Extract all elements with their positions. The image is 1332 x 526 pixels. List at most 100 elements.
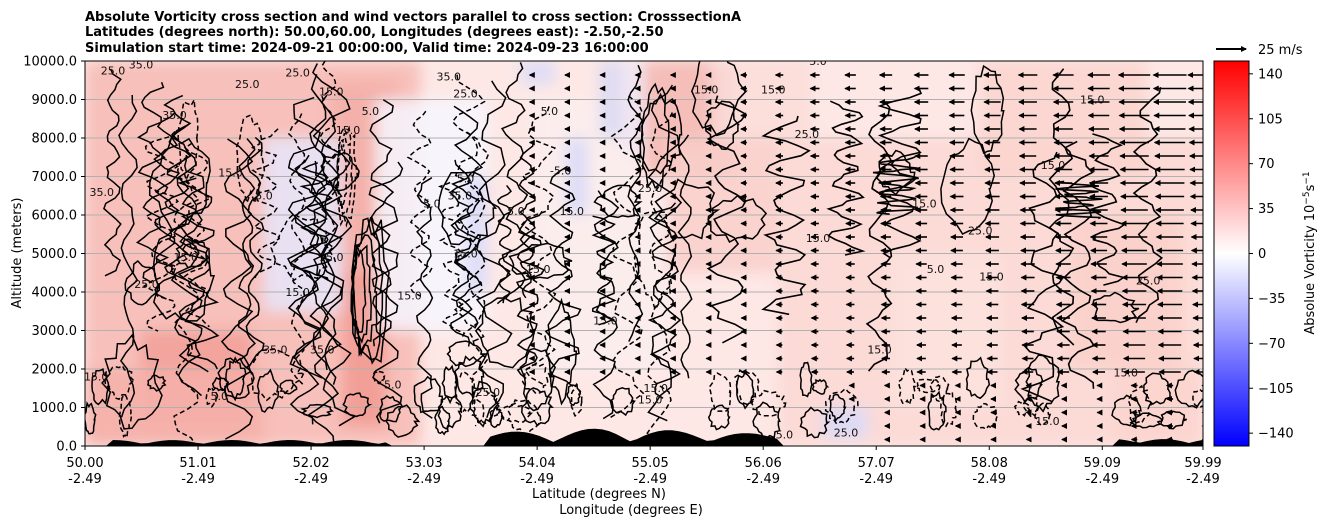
colorbar-tick-label: −105 <box>1258 382 1294 397</box>
contour-label: 25.0 <box>453 88 478 101</box>
contour-label: 15.0 <box>1080 93 1105 106</box>
contour-label: 25.0 <box>134 278 159 291</box>
contour-label: 15.0 <box>397 290 422 303</box>
x-tick-label-latitude: 56.06 <box>745 456 782 471</box>
x-tick-label-latitude: 58.08 <box>971 456 1008 471</box>
contour-label: 15.0 <box>761 84 786 97</box>
contour-label: 5.0 <box>384 378 402 391</box>
x-tick-label-latitude: 55.05 <box>632 456 669 471</box>
quiver-key: 25 m/s <box>1216 43 1303 58</box>
contour-label: 5.0 <box>457 172 475 185</box>
contour-label: -5.0 <box>550 165 571 178</box>
contour-label: 35.0 <box>436 70 461 83</box>
contour-label: 5.0 <box>423 197 441 210</box>
y-tick-label: 6000.0 <box>32 209 78 224</box>
contour-label: 5.0 <box>776 428 794 441</box>
contour-label: 15.0 <box>218 167 243 180</box>
terrain <box>85 428 1203 446</box>
contour-label: 25.0 <box>638 182 663 195</box>
contour-label: 35.0 <box>310 344 335 357</box>
contour-label: 15.0 <box>319 86 344 99</box>
y-tick-label: 8000.0 <box>32 132 78 147</box>
contour-label: 5.0 <box>541 105 559 118</box>
contour-label: 15.0 <box>979 270 1004 283</box>
colorbar: 140 105 70 35 0 −35 −70 −105 −140 Absolue Vortic… <box>1213 60 1318 447</box>
x-tick-label-longitude: -2.49 <box>1186 472 1220 487</box>
contour-label: 25.0 <box>101 64 126 77</box>
contour-label: 15.0 <box>526 263 551 276</box>
contour-label: 25.0 <box>834 426 859 439</box>
y-tick-label: 4000.0 <box>32 286 78 301</box>
contour-label: 5.0 <box>362 105 380 118</box>
y-tick-label: 9000.0 <box>32 93 78 108</box>
colorbar-label-unit-exponent: −1 <box>1302 171 1312 184</box>
contour-label: 25.0 <box>476 386 501 399</box>
contour-label: 15.0 <box>453 247 478 260</box>
contour-label: 35.0 <box>162 109 187 122</box>
contour-label: 5.0 <box>211 390 229 403</box>
x-tick-label-longitude: -2.49 <box>520 472 554 487</box>
contour-label: 5.0 <box>255 190 273 203</box>
y-tick-label: 1000.0 <box>32 401 78 416</box>
contour-label: 15.0 <box>285 286 310 299</box>
contour-label: 15.0 <box>912 197 937 210</box>
x-tick-label-latitude: 50.00 <box>66 456 103 471</box>
x-tick-label-latitude: 57.07 <box>858 456 895 471</box>
x-tick-label-longitude: -2.49 <box>746 472 780 487</box>
contour-label: 25.0 <box>285 66 310 79</box>
chart-title-line-3: Simulation start time: 2024-09-21 00:00:… <box>85 41 649 56</box>
colorbar-tick-label: 70 <box>1258 157 1275 172</box>
contour-label: 15.0 <box>560 205 585 218</box>
x-axis-label-latitude: Latitude (degrees N) <box>532 487 666 502</box>
grid-lines <box>85 61 1203 446</box>
x-axis-label-longitude: Longitude (degrees E) <box>559 503 703 518</box>
contour-label: 25.0 <box>968 224 993 237</box>
colorbar-tick-label: 35 <box>1258 202 1275 217</box>
x-axis: 50.00-2.4951.01-2.4952.02-2.4953.03-2.49… <box>66 446 1222 487</box>
contour-label: 15.0 <box>806 232 831 245</box>
contour-label: 25.0 <box>795 128 820 141</box>
colorbar-gradient <box>1213 60 1250 447</box>
y-tick-label: 5000.0 <box>32 247 78 262</box>
contour-label: 35.0 <box>448 190 473 203</box>
contour-label: 15.0 <box>173 251 198 264</box>
contour-label: 5.0 <box>927 263 945 276</box>
plot-area: 25.0 35.035.015.025.035.015.05.025.025.01… <box>84 59 1204 447</box>
colorbar-tick-label: −35 <box>1258 292 1285 307</box>
colorbar-tick-label: −70 <box>1258 337 1285 352</box>
colorbar-tick-label: 140 <box>1258 67 1283 82</box>
y-axis: 0.0 1000.0 2000.0 3000.0 4000.0 5000.0 6000.0 7… <box>23 55 85 455</box>
quiver-key-label: 25 m/s <box>1258 43 1303 58</box>
y-axis-label: Altitude (meters) <box>10 198 25 309</box>
colorbar-label: Absolue Vorticity 10−5s−1 <box>1302 171 1318 334</box>
contour-label: 35.0 <box>129 59 154 72</box>
x-tick-label-longitude: -2.49 <box>972 472 1006 487</box>
x-tick-label-longitude: -2.49 <box>859 472 893 487</box>
x-tick-label-latitude: 59.99 <box>1184 456 1221 471</box>
y-tick-label: 2000.0 <box>32 363 78 378</box>
colorbar-label-unit: s <box>1303 184 1318 191</box>
colorbar-ticks: 140 105 70 35 0 −35 −70 −105 −140 <box>1249 67 1294 442</box>
x-tick-label-longitude: -2.49 <box>407 472 441 487</box>
contour-label: 35.0 <box>90 186 115 199</box>
y-tick-label: 10000.0 <box>23 55 77 70</box>
y-tick-label: 3000.0 <box>32 324 78 339</box>
colorbar-label-text: Absolue Vorticity 10 <box>1303 205 1318 335</box>
contour-label: 15.0 <box>593 315 618 328</box>
contour-label: 15.0 <box>644 382 669 395</box>
contour-label: 15.0 <box>84 371 109 384</box>
x-tick-label-longitude: -2.49 <box>68 472 102 487</box>
contour-label: 15.0 <box>1035 415 1060 428</box>
x-tick-label-longitude: -2.49 <box>294 472 328 487</box>
x-tick-label-longitude: -2.49 <box>633 472 667 487</box>
contour-label: 35.0 <box>263 344 288 357</box>
x-tick-label-longitude: -2.49 <box>181 472 215 487</box>
y-tick-label: 7000.0 <box>32 170 78 185</box>
wind-vectors <box>528 72 1203 443</box>
contour-label: 25.0 <box>1136 274 1161 287</box>
contour-label: 15.0 <box>867 344 892 357</box>
colorbar-tick-label: 105 <box>1258 112 1283 127</box>
contour-label: 15.0 <box>1041 159 1066 172</box>
x-tick-label-latitude: 53.03 <box>405 456 442 471</box>
